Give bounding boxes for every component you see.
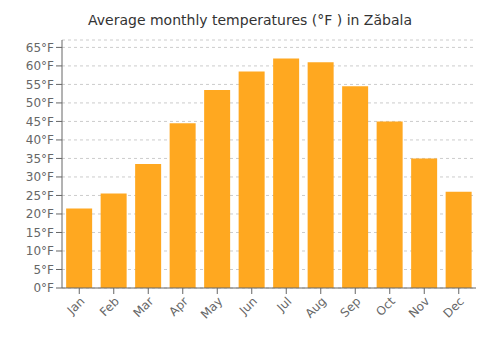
svg-text:Apr: Apr [166,294,191,319]
svg-text:Aug: Aug [302,294,328,320]
svg-text:Jun: Jun [236,294,260,318]
svg-text:20°F: 20°F [26,207,54,221]
svg-text:Nov: Nov [406,294,432,320]
svg-text:60°F: 60°F [26,59,54,73]
svg-text:Jul: Jul [274,294,295,315]
html-text:Average monthly temperatures (: Average monthly temperatures (°F ) in Ză… [88,12,412,28]
svg-text:5°F: 5°F [33,263,54,277]
svg-text:30°F: 30°F [26,170,54,184]
svg-text:Jan: Jan [64,294,88,318]
svg-text:Feb: Feb [97,294,122,319]
svg-text:50°F: 50°F [26,96,54,110]
svg-text:Sep: Sep [337,294,363,320]
svg-text:35°F: 35°F [26,152,54,166]
svg-text:15°F: 15°F [26,226,54,240]
svg-text:0°F: 0°F [33,281,54,295]
svg-text:45°F: 45°F [26,115,54,129]
svg-text:65°F: 65°F [26,41,54,55]
svg-text:Mar: Mar [130,294,156,320]
svg-text:Dec: Dec [441,294,467,320]
svg-text:May: May [198,294,225,321]
svg-text:25°F: 25°F [26,189,54,203]
svg-text:55°F: 55°F [26,78,54,92]
svg-text:10°F: 10°F [26,244,54,258]
svg-text:40°F: 40°F [26,133,54,147]
svg-text:Oct: Oct [373,294,398,319]
